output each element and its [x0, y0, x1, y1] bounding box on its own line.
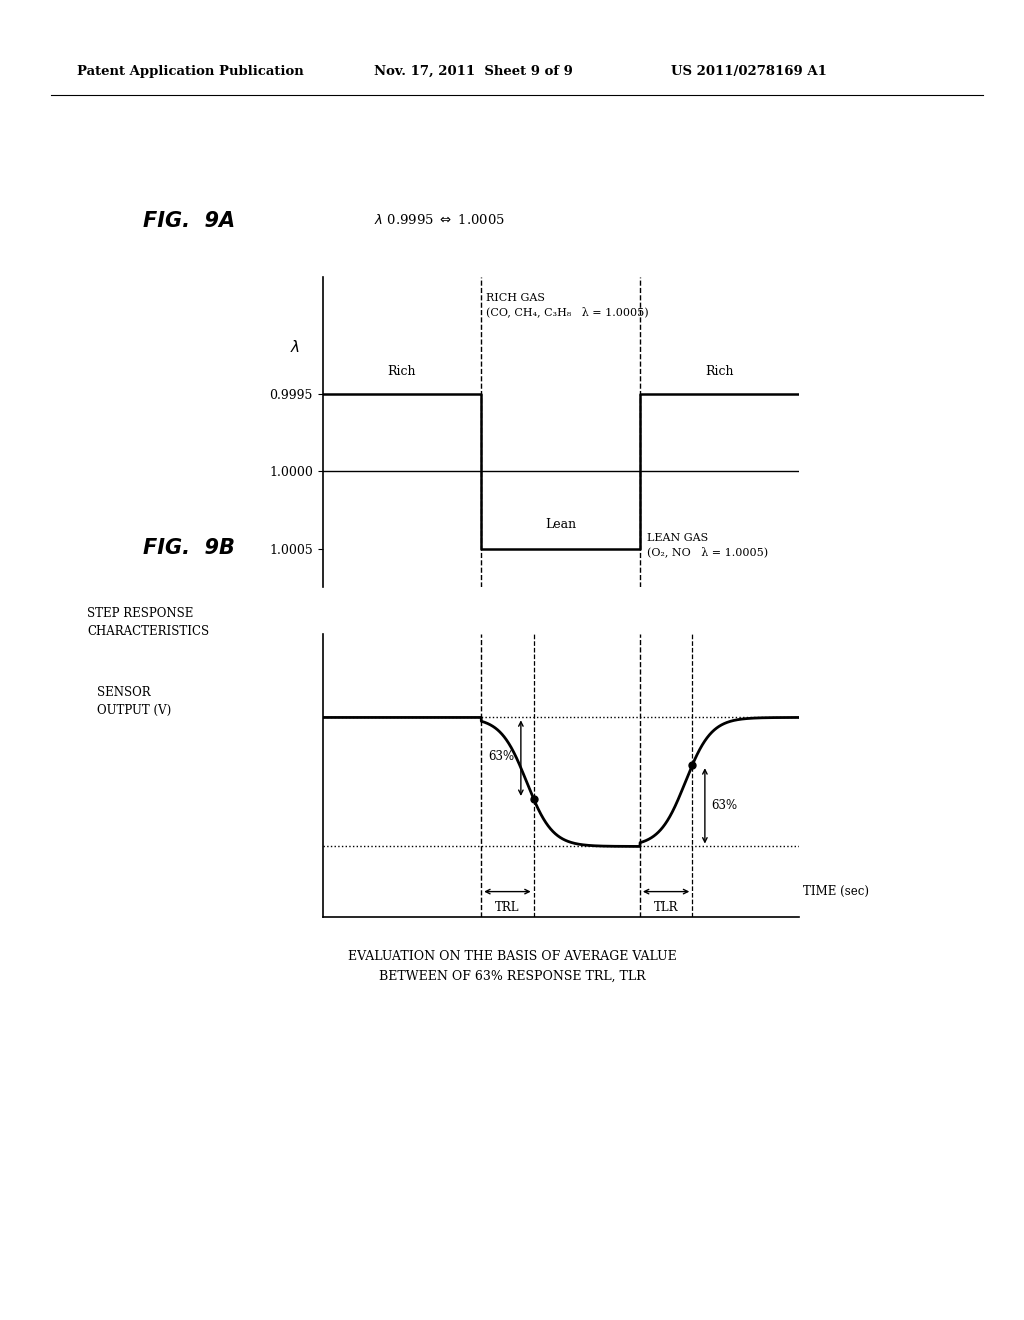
Text: RICH GAS
(CO, CH₄, C₃H₈   λ = 1.0005): RICH GAS (CO, CH₄, C₃H₈ λ = 1.0005) [485, 293, 648, 317]
Text: LEAN GAS
(O₂, NO   λ = 1.0005): LEAN GAS (O₂, NO λ = 1.0005) [647, 533, 768, 557]
Text: STEP RESPONSE
CHARACTERISTICS: STEP RESPONSE CHARACTERISTICS [87, 607, 209, 638]
Text: 63%: 63% [488, 750, 514, 763]
Text: EVALUATION ON THE BASIS OF AVERAGE VALUE
BETWEEN OF 63% RESPONSE TRL, TLR: EVALUATION ON THE BASIS OF AVERAGE VALUE… [347, 950, 677, 982]
Text: Rich: Rich [706, 366, 733, 378]
Text: 63%: 63% [712, 800, 738, 812]
Text: FIG.  9A: FIG. 9A [143, 211, 236, 231]
Text: Nov. 17, 2011  Sheet 9 of 9: Nov. 17, 2011 Sheet 9 of 9 [374, 65, 572, 78]
Text: $\lambda$: $\lambda$ [290, 339, 300, 355]
Text: FIG.  9B: FIG. 9B [143, 539, 236, 558]
Text: SENSOR
OUTPUT (V): SENSOR OUTPUT (V) [97, 686, 172, 717]
Text: TRL: TRL [496, 900, 519, 913]
Text: US 2011/0278169 A1: US 2011/0278169 A1 [671, 65, 826, 78]
Text: Rich: Rich [388, 366, 416, 378]
Text: TIME (sec): TIME (sec) [803, 886, 869, 898]
Text: Patent Application Publication: Patent Application Publication [77, 65, 303, 78]
Text: $\lambda$ 0.9995 $\Leftrightarrow$ 1.0005: $\lambda$ 0.9995 $\Leftrightarrow$ 1.000… [374, 214, 505, 227]
Text: Lean: Lean [545, 517, 577, 531]
Text: TLR: TLR [654, 900, 678, 913]
